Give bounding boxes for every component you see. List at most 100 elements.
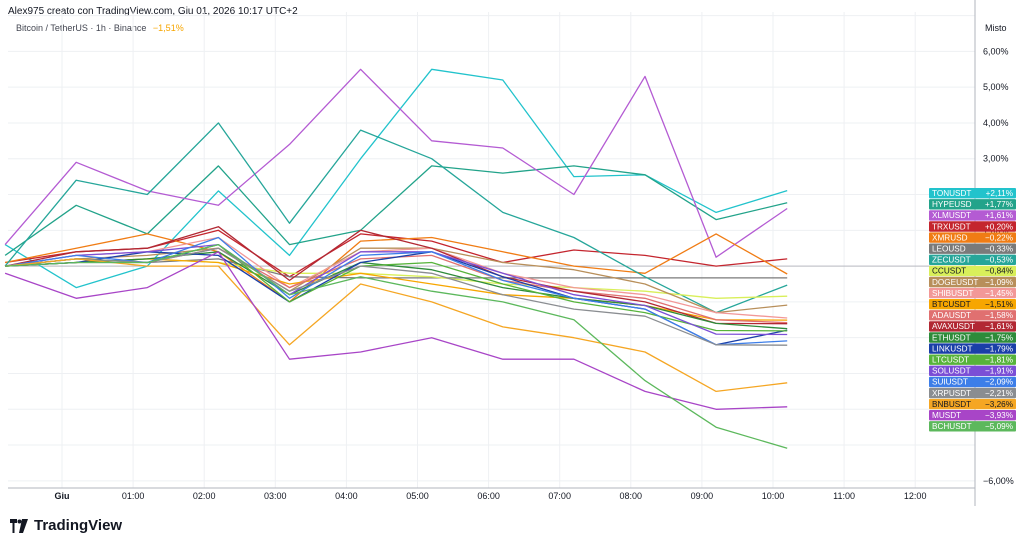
series-badge-ethusdt[interactable]: ETHUSDT −1,75% — [929, 332, 1016, 343]
badge-background — [929, 365, 1016, 376]
badge-change: −1,79% — [985, 344, 1013, 353]
series-badge-bchusdt[interactable]: BCHUSDT −5,09% — [929, 421, 1016, 432]
series-line-zecusdt[interactable] — [4, 122, 788, 314]
series-badge-musdt[interactable]: MUSDT −3,93% — [929, 410, 1016, 421]
series-badge-ccusdt[interactable]: CCUSDT −0,84% — [929, 265, 1016, 277]
badge-background — [929, 232, 1016, 243]
badge-background — [929, 188, 1016, 199]
badge-background — [929, 343, 1016, 354]
badge-symbol: BCHUSDT — [932, 422, 972, 431]
y-tick-label: 3,00% — [983, 154, 1009, 164]
badge-background — [929, 276, 1016, 288]
series-badge-dogeusdt[interactable]: DOGEUSDT −1,09% — [929, 276, 1016, 288]
badge-symbol: XLMUSDT — [932, 211, 971, 220]
y-tick-label: 4,00% — [983, 118, 1009, 128]
x-tick-label: 11:00 — [833, 491, 855, 501]
badge-symbol: CCUSDT — [932, 267, 966, 276]
badge-background — [929, 299, 1016, 310]
series-badge-xmrusd[interactable]: XMRUSD −0,22% — [929, 232, 1016, 243]
series-badge-leousd[interactable]: LEOUSD −0,33% — [929, 243, 1016, 254]
badge-symbol: ADAUSDT — [932, 311, 971, 320]
x-tick-label: 08:00 — [620, 491, 643, 501]
series-badge-adausdt[interactable]: ADAUSDT −1,58% — [929, 310, 1016, 321]
badge-symbol: AVAXUSDT — [932, 322, 975, 331]
badge-background — [929, 199, 1016, 210]
badge-background — [929, 332, 1016, 343]
tradingview-logo-icon — [10, 518, 28, 533]
badge-change: −1,51% — [985, 300, 1013, 309]
badge-background — [929, 254, 1016, 265]
series-line-tonusdt[interactable] — [4, 68, 788, 289]
badge-change: −1,58% — [985, 311, 1013, 320]
badge-change: −0,22% — [985, 233, 1013, 242]
badge-change: −1,09% — [985, 278, 1013, 287]
y-tick-label: −6,00% — [983, 476, 1014, 486]
series-line-bnbusdt[interactable] — [5, 258, 788, 393]
badge-change: −2,09% — [985, 378, 1013, 387]
badge-symbol: ZECUSDT — [932, 256, 971, 265]
badge-symbol: BNBUSDT — [932, 400, 971, 409]
symbol-change: −1,51% — [152, 23, 184, 33]
symbol-legend[interactable]: Bitcoin / TetherUS · 1h · Binance −1,51% — [16, 23, 184, 33]
badge-symbol: LINKUSDT — [932, 344, 973, 353]
series-badge-ltcusdt[interactable]: LTCUSDT −1,81% — [929, 354, 1016, 365]
badge-background — [929, 410, 1016, 421]
badge-background — [929, 210, 1016, 221]
series-badge-tonusdt[interactable]: TONUSDT +2,11% — [929, 188, 1016, 199]
series-badge-suiusdt[interactable]: SUIUSDT −2,09% — [929, 376, 1016, 388]
series-line-dogeusdt[interactable] — [5, 247, 788, 314]
series-badge-xlmusdt[interactable]: XLMUSDT +1,61% — [929, 210, 1016, 221]
x-tick-label: 09:00 — [691, 491, 714, 501]
series-badge-bnbusdt[interactable]: BNBUSDT −3,26% — [929, 398, 1016, 410]
logo-text: TradingView — [34, 517, 123, 534]
series-line-musdt[interactable] — [4, 251, 788, 410]
series-badge-shibusdt[interactable]: SHIBUSDT −1,45% — [929, 287, 1016, 299]
badge-symbol: TRXUSDT — [932, 222, 971, 231]
badge-change: −0,53% — [985, 256, 1013, 265]
badge-change: +1,77% — [985, 200, 1013, 209]
series-line-ethusdt[interactable] — [5, 251, 788, 330]
series-badge-solusdt[interactable]: SOLUSDT −1,91% — [929, 365, 1016, 376]
series-line-bchusdt[interactable] — [5, 243, 788, 449]
badge-change: −1,75% — [985, 333, 1013, 342]
series-line-solusdt[interactable] — [5, 243, 788, 336]
badge-change: −3,26% — [985, 400, 1013, 409]
badge-change: −0,84% — [985, 267, 1013, 276]
series-badge-avaxusdt[interactable]: AVAXUSDT −1,61% — [929, 321, 1016, 332]
x-tick-label: 03:00 — [264, 491, 287, 501]
badge-symbol: SOLUSDT — [932, 367, 971, 376]
x-tick-label: 07:00 — [548, 491, 571, 501]
x-tick-label: 04:00 — [335, 491, 358, 501]
badge-background — [929, 398, 1016, 410]
badge-change: −5,09% — [985, 422, 1013, 431]
badge-change: −1,81% — [985, 356, 1013, 365]
badge-symbol: SUIUSDT — [932, 378, 968, 387]
series-badge-zecusdt[interactable]: ZECUSDT −0,53% — [929, 254, 1016, 265]
symbol-name: Bitcoin / TetherUS · 1h · Binance — [16, 23, 147, 33]
series-line-xlmusdt[interactable] — [4, 68, 788, 258]
badge-change: −3,93% — [985, 411, 1013, 420]
scale-mode-label[interactable]: Misto — [985, 23, 1007, 33]
tradingview-logo: TradingView — [8, 517, 122, 534]
x-tick-label: 10:00 — [762, 491, 785, 501]
y-tick-label: 6,00% — [983, 46, 1009, 56]
series-badge-trxusdt[interactable]: TRXUSDT +0,20% — [929, 221, 1016, 232]
badge-symbol: LTCUSDT — [932, 356, 969, 365]
series-badge-btcusdt[interactable]: BTCUSDT −1,51% — [929, 299, 1016, 310]
badge-background — [929, 387, 1016, 399]
x-tick-label: Giu — [55, 491, 70, 501]
series-badge-hypeusd[interactable]: HYPEUSD +1,77% — [929, 199, 1016, 210]
x-tick-label: 06:00 — [477, 491, 500, 501]
badge-change: +2,11% — [986, 189, 1013, 198]
badge-symbol: HYPEUSD — [932, 200, 972, 209]
series-badge-linkusdt[interactable]: LINKUSDT −1,79% — [929, 343, 1016, 354]
x-tick-label: 05:00 — [406, 491, 429, 501]
badge-symbol: DOGEUSDT — [932, 278, 978, 287]
series-badge-xrpusdt[interactable]: XRPUSDT −2,21% — [929, 387, 1016, 399]
series-line-hypeusd[interactable] — [4, 165, 788, 256]
y-tick-label: 5,00% — [983, 82, 1009, 92]
series-line-avaxusdt[interactable] — [4, 226, 788, 325]
badge-symbol: SHIBUSDT — [932, 289, 973, 298]
badge-background — [929, 376, 1016, 388]
